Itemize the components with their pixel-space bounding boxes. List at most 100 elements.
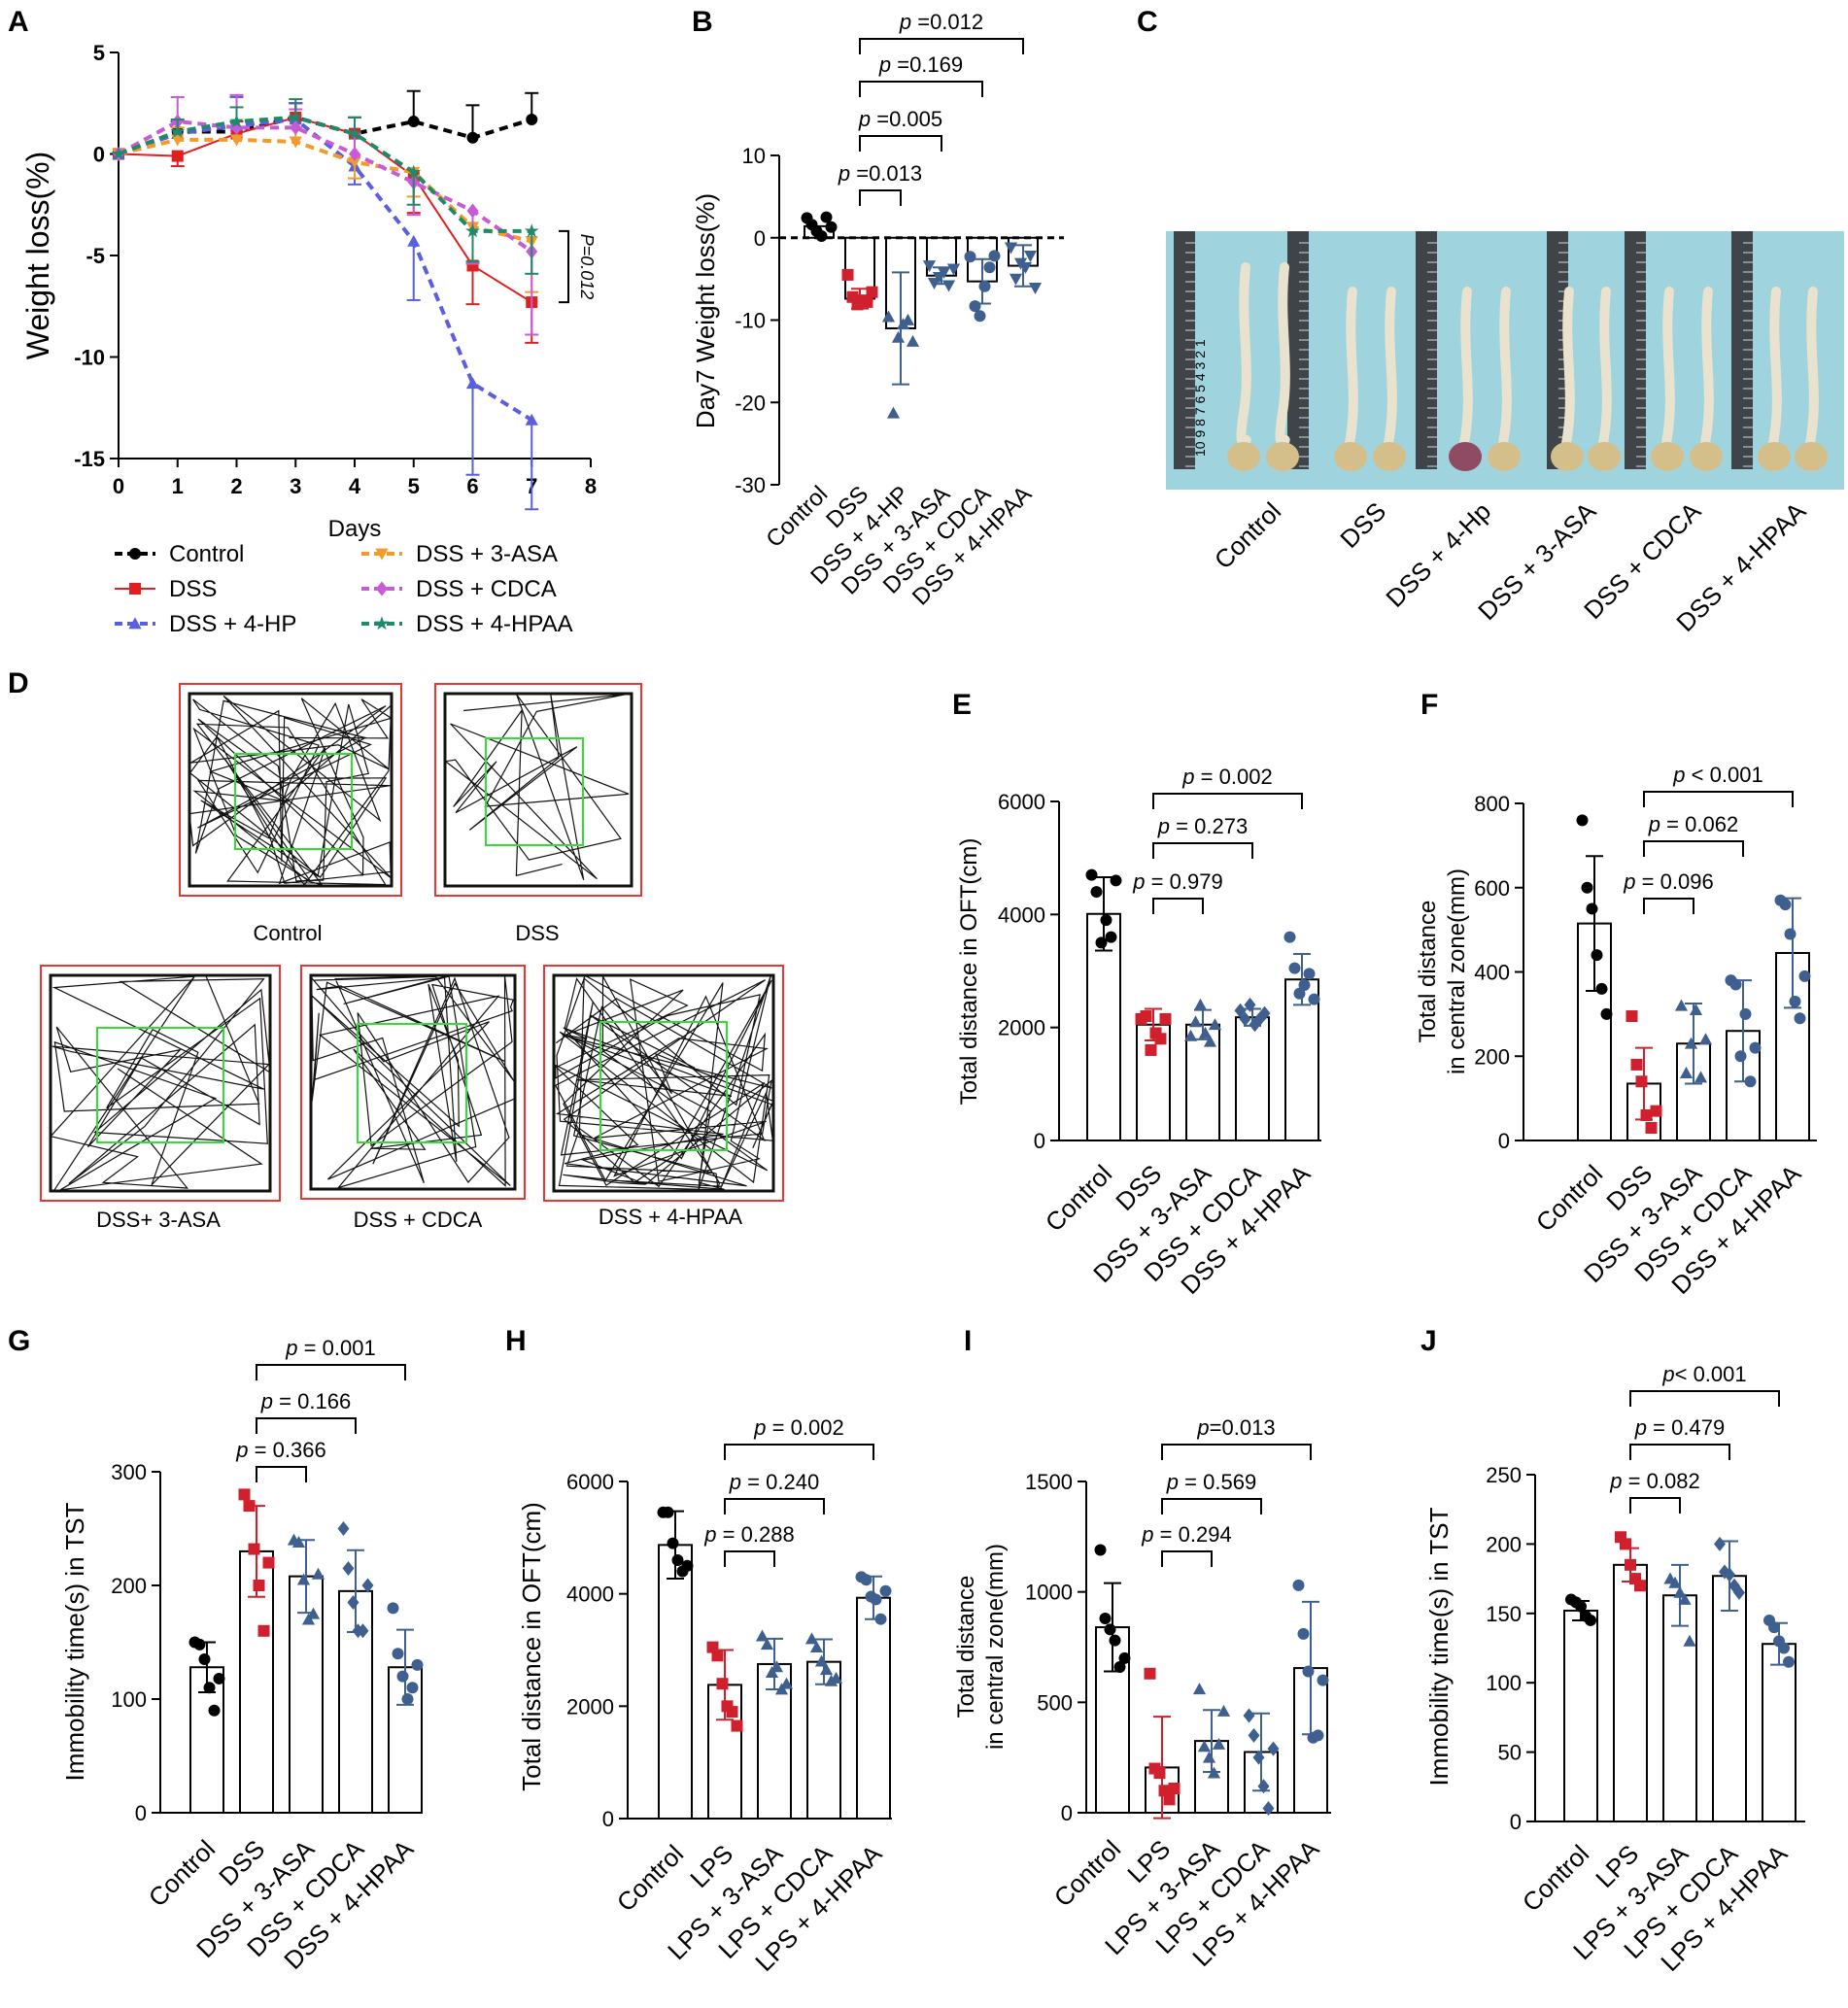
bar-group-lps xyxy=(1144,1667,1181,1820)
data-point xyxy=(1581,881,1593,894)
significance-label: p = 0.001 xyxy=(285,1336,375,1360)
data-point xyxy=(820,211,833,223)
arena-label-dss-3-asa: DSS+ 3-ASA xyxy=(96,1208,221,1232)
data-point xyxy=(1009,273,1023,286)
data-point xyxy=(941,280,956,292)
significance-label: p = 0.082 xyxy=(1609,1469,1699,1493)
data-point xyxy=(407,234,421,247)
data-point xyxy=(1626,1010,1638,1023)
data-point xyxy=(1625,1558,1636,1571)
colon xyxy=(1803,287,1819,471)
significance-label: p = 0.240 xyxy=(729,1470,819,1494)
data-point xyxy=(1749,1041,1762,1054)
significance-bracket xyxy=(1643,791,1794,807)
bar xyxy=(1613,1563,1648,1822)
panel-letter-e: E xyxy=(952,689,972,721)
y-tick-label: -20 xyxy=(735,391,766,415)
significance-bracket xyxy=(256,1364,406,1380)
x-tick-label: 3 xyxy=(290,474,301,498)
x-axis-label: Days xyxy=(328,516,382,542)
data-point xyxy=(866,286,878,298)
arena-label-dss-4-hpaa: DSS + 4-HPAA xyxy=(599,1205,742,1229)
data-point xyxy=(1576,814,1589,827)
data-point xyxy=(526,113,538,125)
significance-bracket xyxy=(1643,898,1694,914)
data-point xyxy=(170,123,186,138)
bar xyxy=(658,1544,693,1821)
y-axis-label: Total distance xyxy=(1415,901,1441,1043)
cecum xyxy=(1449,442,1482,471)
data-point xyxy=(1105,931,1117,943)
data-point xyxy=(1216,1704,1231,1717)
y-tick-label: 0 xyxy=(602,1807,614,1831)
significance-bracket xyxy=(1161,1498,1262,1515)
bar-group-lps-cdca xyxy=(1712,1536,1747,1823)
significance-label: p = 0.288 xyxy=(703,1522,794,1547)
data-point xyxy=(841,268,854,281)
oft-distance-lps-bar-chart: 6000 4000 2000 0 Total distance in OFT(cm) Co… xyxy=(517,1415,892,1977)
x-tick-label: 4 xyxy=(349,474,361,498)
panel-letter-d: D xyxy=(8,667,29,699)
data-point xyxy=(1674,999,1689,1011)
data-point xyxy=(681,1559,694,1572)
data-point xyxy=(1267,1741,1280,1756)
significance-bracket xyxy=(1161,1550,1213,1567)
data-point xyxy=(1159,1012,1172,1025)
significance-label: p< 0.001 xyxy=(1661,1362,1746,1386)
data-point xyxy=(348,156,361,169)
bar-group-lps xyxy=(1613,1531,1648,1822)
data-point xyxy=(891,330,906,343)
data-point xyxy=(524,223,539,238)
bar-group-control xyxy=(1563,1593,1598,1822)
x-tick-label-control: Control xyxy=(1517,1839,1594,1917)
y-tick-label: -30 xyxy=(735,473,766,497)
y-tick-label: 150 xyxy=(1486,1602,1522,1626)
arena-border xyxy=(300,965,526,1200)
panel-a: A 50-5-10-15012345678DaysWeight loss(%)P… xyxy=(8,6,597,637)
y-tick-label: 400 xyxy=(1474,961,1510,985)
open-field-tracks: Control DSS DSS+ 3-ASA DSS + CDCA DSS + 4-HP… xyxy=(40,683,784,1232)
bar-group-lps-cdca xyxy=(1243,1708,1280,1816)
data-point xyxy=(1673,1585,1687,1598)
data-point xyxy=(829,1671,843,1684)
significance-label: p = 0.002 xyxy=(1181,765,1272,789)
data-point xyxy=(1635,1075,1648,1088)
y-tick-label: 1500 xyxy=(1025,1470,1073,1494)
x-tick-label-control: Control xyxy=(1040,1159,1117,1237)
data-point xyxy=(1684,1037,1698,1049)
data-point xyxy=(1585,1614,1596,1626)
panel-e: E 6000 4000 2000 0 Total distance in OFT(cm)… xyxy=(952,689,1321,1300)
y-tick-label: 0 xyxy=(1498,1129,1510,1153)
data-point xyxy=(466,203,479,219)
y-axis-label: Day7 Weight loss(%) xyxy=(691,193,720,428)
data-point xyxy=(1257,1779,1270,1794)
data-point xyxy=(229,114,244,128)
y-tick-label: 600 xyxy=(1474,876,1510,901)
significance-bracket xyxy=(859,81,983,97)
data-point xyxy=(978,280,991,292)
data-point xyxy=(819,1663,834,1676)
data-point xyxy=(1140,1010,1152,1023)
significance-bracket xyxy=(559,229,569,304)
data-point xyxy=(296,1573,311,1585)
data-point xyxy=(1784,928,1797,940)
significance-bracket xyxy=(724,1498,825,1515)
bar-group-dss-4-hpaa xyxy=(1004,236,1043,295)
y-tick-label: 4000 xyxy=(566,1583,614,1607)
data-point xyxy=(1645,1121,1658,1134)
bar-group-lps-cdca xyxy=(804,1632,843,1821)
data-point xyxy=(1293,987,1306,1000)
cecum xyxy=(1690,442,1723,471)
significance-bracket xyxy=(1161,1444,1312,1460)
data-point xyxy=(1197,1740,1212,1753)
arena-control xyxy=(179,683,402,897)
data-point xyxy=(262,1556,275,1569)
cecum xyxy=(1373,442,1406,471)
bar-group-dss-4-hpaa xyxy=(1283,931,1320,1141)
bar-group-dss-3-asa xyxy=(1674,999,1713,1142)
data-point xyxy=(946,263,961,276)
bar-group-control xyxy=(1085,868,1122,1141)
weight-loss-line-chart: 50-5-10-15012345678DaysWeight loss(%)P=0… xyxy=(20,41,597,637)
